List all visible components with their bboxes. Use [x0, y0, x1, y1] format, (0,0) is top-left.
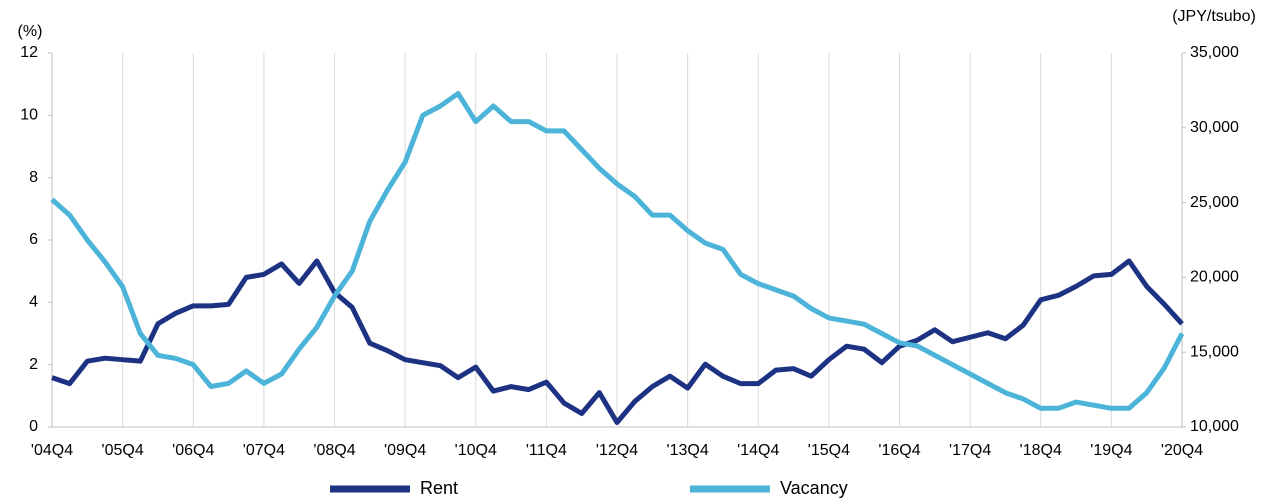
x-tick-label: '17Q4	[949, 442, 991, 459]
x-tick-label: '07Q4	[243, 442, 285, 459]
y-tick-label: 2	[29, 356, 38, 373]
y2-axis-label: (JPY/tsubo)	[1172, 8, 1256, 25]
legend-label: Rent	[420, 478, 458, 498]
x-tick-label: '19Q4	[1090, 442, 1132, 459]
y-tick-label: 0	[29, 418, 38, 435]
x-tick-label: '04Q4	[31, 442, 73, 459]
x-tick-label: '14Q4	[737, 442, 779, 459]
y-tick-label: 6	[29, 231, 38, 248]
y-tick-label: 4	[29, 294, 38, 311]
line-vacancy	[50, 91, 1185, 411]
x-tick-label: '08Q4	[313, 442, 355, 459]
y2-tick-label: 20,000	[1190, 269, 1239, 286]
y2-tick-label: 10,000	[1190, 418, 1239, 435]
x-tick-label: '10Q4	[455, 442, 497, 459]
y-tick-label: 10	[20, 107, 38, 124]
y2-tick-label: 25,000	[1190, 194, 1239, 211]
y2-tick-label: 35,000	[1190, 44, 1239, 61]
x-tick-label: '13Q4	[667, 442, 709, 459]
x-tick-label: '18Q4	[1020, 442, 1062, 459]
legend-label: Vacancy	[780, 478, 848, 498]
x-tick-label: '05Q4	[102, 442, 144, 459]
x-tick-label: '06Q4	[172, 442, 214, 459]
y2-tick-label: 30,000	[1190, 119, 1239, 136]
x-tick-label: '12Q4	[596, 442, 638, 459]
x-tick-label: '20Q4	[1161, 442, 1203, 459]
y-tick-label: 8	[29, 169, 38, 186]
x-tick-label: '15Q4	[808, 442, 850, 459]
line-rent	[51, 258, 1184, 426]
x-tick-label: '11Q4	[526, 442, 567, 459]
x-tick-label: '16Q4	[878, 442, 920, 459]
y2-tick-label: 15,000	[1190, 343, 1239, 360]
y-axis-label: (%)	[18, 23, 43, 40]
y-tick-label: 12	[20, 44, 38, 61]
x-tick-label: '09Q4	[384, 442, 426, 459]
